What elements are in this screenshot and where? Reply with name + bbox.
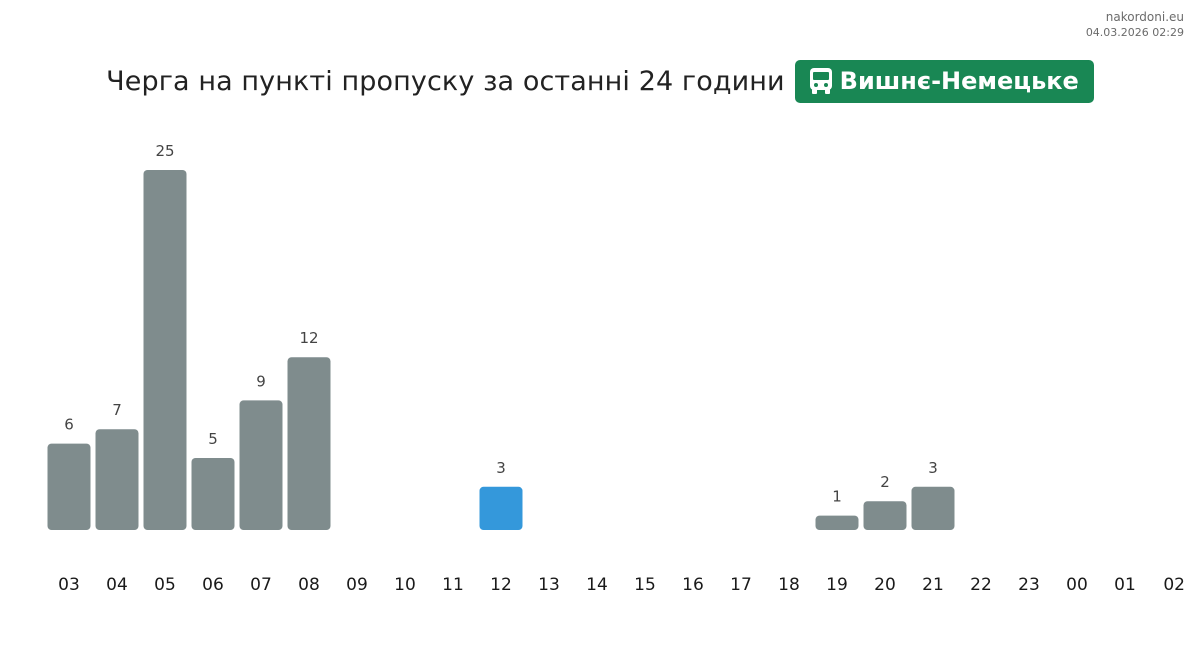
x-tick-22: 22 <box>970 575 992 595</box>
chart-title: Черга на пункті пропуску за останні 24 г… <box>106 65 785 97</box>
value-label-03: 6 <box>64 416 74 434</box>
bar-07 <box>239 400 283 530</box>
source-attribution: nakordoni.eu 04.03.2026 02:29 <box>1086 9 1184 40</box>
bar-05 <box>143 170 187 530</box>
x-tick-19: 19 <box>826 575 848 595</box>
bar-03 <box>47 443 91 530</box>
value-label-12: 3 <box>496 459 506 477</box>
x-tick-10: 10 <box>394 575 416 595</box>
x-tick-05: 05 <box>154 575 176 595</box>
value-label-08: 12 <box>299 329 318 347</box>
x-tick-01: 01 <box>1114 575 1136 595</box>
source-site: nakordoni.eu <box>1105 10 1184 24</box>
x-tick-12: 12 <box>490 575 512 595</box>
bus-icon <box>809 68 832 94</box>
x-tick-02: 02 <box>1163 575 1185 595</box>
x-tick-11: 11 <box>442 575 464 595</box>
value-label-07: 9 <box>256 372 266 390</box>
bar-06 <box>191 458 235 530</box>
bar-21 <box>911 486 955 530</box>
bar-20 <box>863 501 907 530</box>
x-tick-00: 00 <box>1066 575 1088 595</box>
x-tick-03: 03 <box>58 575 80 595</box>
value-label-05: 25 <box>155 142 174 160</box>
value-label-21: 3 <box>928 459 938 477</box>
x-tick-21: 21 <box>922 575 944 595</box>
x-tick-20: 20 <box>874 575 896 595</box>
x-tick-08: 08 <box>298 575 320 595</box>
x-tick-18: 18 <box>778 575 800 595</box>
x-tick-04: 04 <box>106 575 128 595</box>
checkpoint-badge: Вишнє-Немецьке <box>794 59 1094 103</box>
x-tick-23: 23 <box>1018 575 1040 595</box>
value-label-19: 1 <box>832 488 842 506</box>
x-tick-15: 15 <box>634 575 656 595</box>
x-tick-16: 16 <box>682 575 704 595</box>
bar-08 <box>287 357 331 530</box>
value-label-20: 2 <box>880 473 890 491</box>
x-tick-09: 09 <box>346 575 368 595</box>
value-label-06: 5 <box>208 430 218 448</box>
timestamp: 04.03.2026 02:29 <box>1085 26 1184 39</box>
x-tick-13: 13 <box>538 575 560 595</box>
value-label-04: 7 <box>112 401 122 419</box>
x-tick-06: 06 <box>202 575 224 595</box>
bar-04 <box>95 429 139 530</box>
x-tick-07: 07 <box>250 575 272 595</box>
x-tick-14: 14 <box>586 575 608 595</box>
checkpoint-name: Вишнє-Немецьке <box>839 67 1079 95</box>
x-tick-17: 17 <box>730 575 752 595</box>
bar-19 <box>815 515 859 530</box>
chart-header: Черга на пункті пропуску за останні 24 г… <box>0 58 1200 104</box>
bar-12 <box>479 486 523 530</box>
